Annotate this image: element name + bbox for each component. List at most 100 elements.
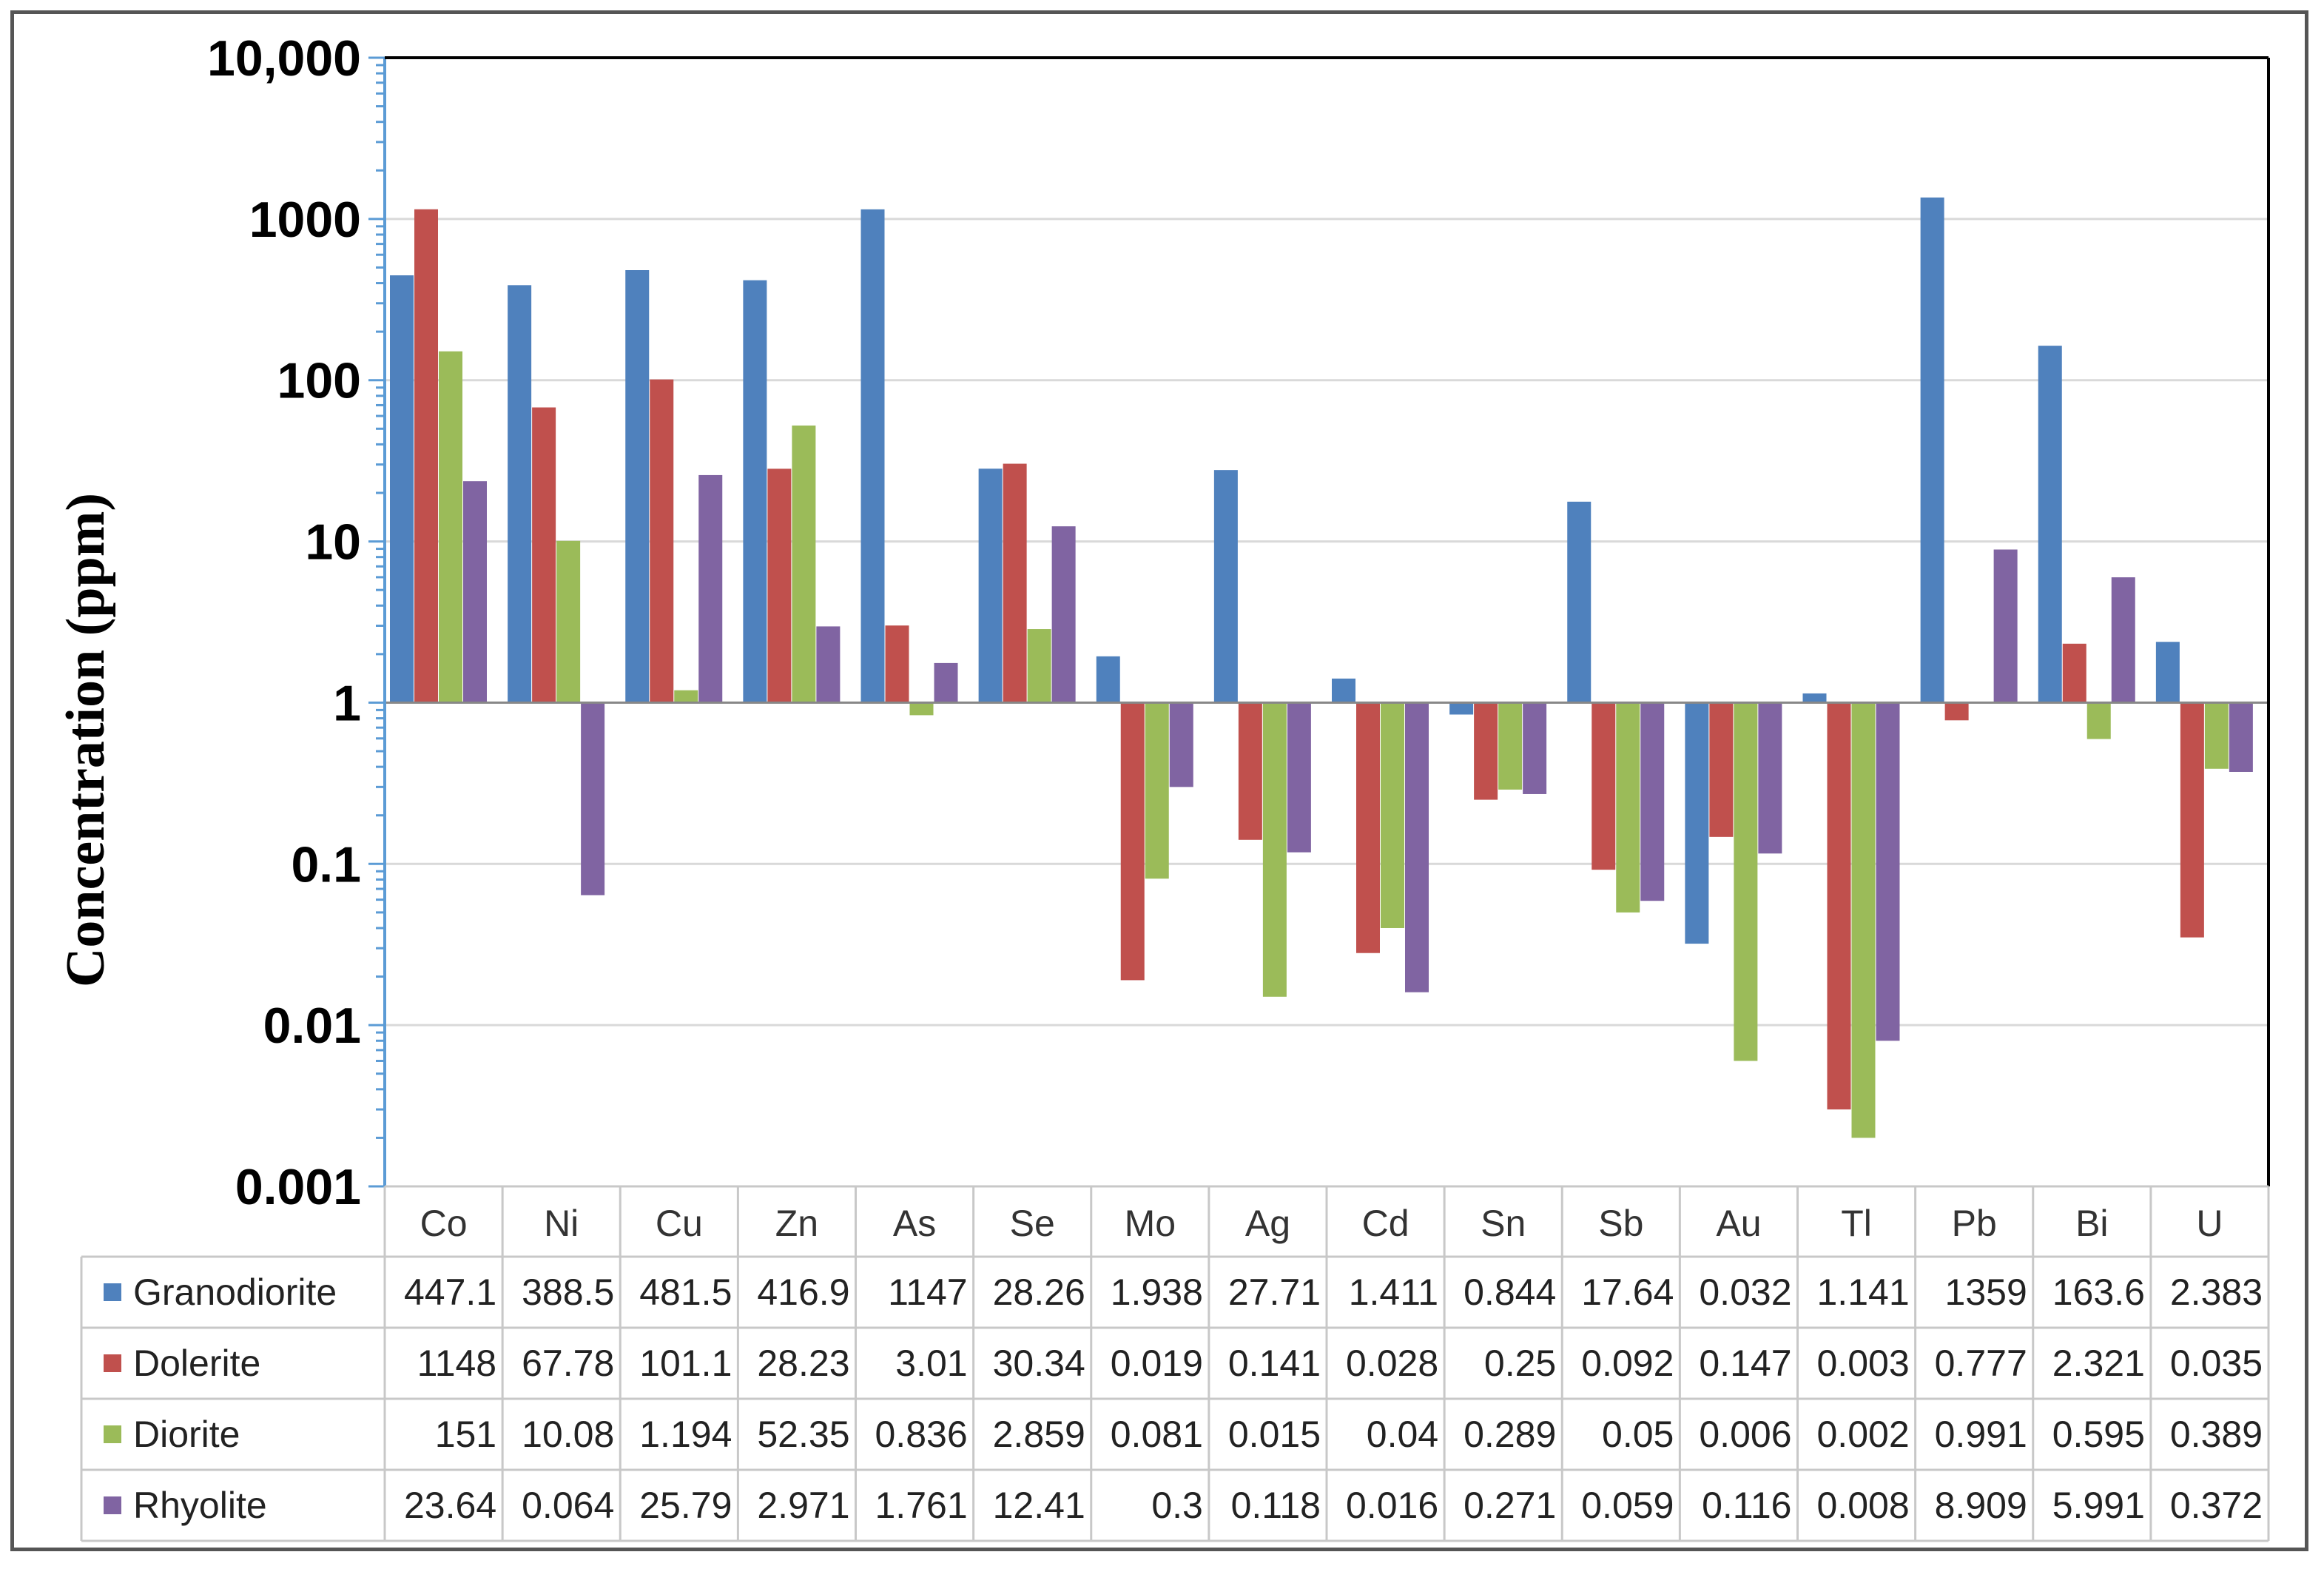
legend-swatch — [104, 1283, 121, 1301]
table-value: 1.761 — [875, 1485, 968, 1526]
bar-dolerite-se — [1003, 463, 1027, 703]
x-category-label: As — [893, 1203, 936, 1244]
bar-granodiorite-pb — [1920, 197, 1944, 703]
bar-rhyolite-bi — [2111, 577, 2135, 703]
table-value: 28.23 — [757, 1343, 849, 1384]
x-category-label: Ag — [1245, 1203, 1290, 1244]
bar-dolerite-u — [2180, 702, 2204, 938]
bar-diorite-sn — [1498, 702, 1523, 790]
bar-dolerite-sn — [1474, 702, 1498, 800]
bar-rhyolite-cu — [698, 474, 723, 703]
table-value: 23.64 — [404, 1485, 496, 1526]
table-value: 1.938 — [1111, 1271, 1203, 1313]
bar-dolerite-ni — [532, 407, 556, 703]
bar-dolerite-mo — [1120, 702, 1145, 981]
table-value: 0.147 — [1699, 1343, 1791, 1384]
bar-rhyolite-co — [463, 481, 487, 703]
x-category-label: Zn — [775, 1203, 818, 1244]
table-value: 0.836 — [875, 1414, 968, 1455]
bar-dolerite-cu — [650, 379, 674, 703]
x-category-label: Ni — [544, 1203, 579, 1244]
table-value: 2.321 — [2052, 1343, 2145, 1384]
bar-dolerite-pb — [1944, 702, 1969, 721]
y-tick-label: 0.1 — [291, 836, 361, 893]
bar-dolerite-bi — [2062, 643, 2086, 703]
bar-granodiorite-co — [390, 275, 414, 703]
table-value: 0.006 — [1699, 1414, 1791, 1455]
bar-dolerite-cd — [1356, 702, 1380, 953]
table-value: 0.016 — [1346, 1485, 1438, 1526]
legend-swatch — [104, 1354, 121, 1372]
bar-rhyolite-se — [1051, 526, 1076, 703]
bar-rhyolite-u — [2229, 702, 2253, 772]
bar-granodiorite-tl — [1802, 693, 1827, 703]
bar-granodiorite-cd — [1332, 678, 1355, 703]
legend-series-name: Granodiorite — [133, 1271, 337, 1313]
table-value: 0.271 — [1464, 1485, 1556, 1526]
y-tick-label: 10 — [305, 514, 361, 571]
table-value: 1.411 — [1349, 1271, 1438, 1313]
table-value: 1147 — [888, 1271, 968, 1313]
bar-diorite-tl — [1851, 702, 1876, 1138]
table-value: 0.003 — [1817, 1343, 1910, 1384]
table-value: 0.777 — [1935, 1343, 2027, 1384]
table-value: 0.028 — [1346, 1343, 1438, 1384]
table-value: 0.595 — [2052, 1414, 2145, 1455]
table-value: 30.34 — [993, 1343, 1085, 1384]
table-value: 0.3 — [1151, 1485, 1203, 1526]
bar-rhyolite-ag — [1287, 702, 1311, 853]
table-value: 1359 — [1945, 1271, 2027, 1313]
bar-granodiorite-se — [978, 468, 1003, 703]
table-value: 27.71 — [1228, 1271, 1321, 1313]
x-category-label: Se — [1010, 1203, 1055, 1244]
bar-rhyolite-ni — [581, 702, 605, 896]
table-value: 2.859 — [993, 1414, 1085, 1455]
y-tick-label: 1000 — [249, 192, 361, 248]
table-value: 0.059 — [1581, 1485, 1674, 1526]
table-value: 0.118 — [1231, 1485, 1321, 1526]
x-category-label: Cu — [656, 1203, 703, 1244]
x-category-label: Pb — [1952, 1203, 1997, 1244]
table-value: 52.35 — [757, 1414, 849, 1455]
bar-diorite-co — [439, 351, 462, 703]
y-tick-label: 0.01 — [263, 998, 361, 1054]
table-value: 25.79 — [639, 1485, 732, 1526]
table-value: 0.389 — [2170, 1414, 2263, 1455]
table-value: 67.78 — [522, 1343, 614, 1384]
bar-diorite-au — [1734, 702, 1758, 1061]
x-category-label: Mo — [1125, 1203, 1176, 1244]
table-value: 163.6 — [2052, 1271, 2145, 1313]
bar-diorite-ni — [556, 540, 581, 703]
bar-rhyolite-as — [934, 662, 958, 703]
table-value: 12.41 — [993, 1485, 1085, 1526]
bar-granodiorite-zn — [743, 280, 767, 703]
table-value: 481.5 — [639, 1271, 732, 1313]
table-value: 0.289 — [1464, 1414, 1556, 1455]
bar-granodiorite-cu — [625, 270, 650, 703]
x-category-label: U — [2196, 1203, 2223, 1244]
bar-diorite-cd — [1381, 702, 1404, 928]
bar-diorite-ag — [1262, 702, 1287, 997]
bar-rhyolite-tl — [1876, 702, 1900, 1041]
table-value: 0.064 — [522, 1485, 614, 1526]
table-value: 0.372 — [2170, 1485, 2263, 1526]
table-value: 0.991 — [1935, 1414, 2027, 1455]
table-value: 0.015 — [1228, 1414, 1321, 1455]
x-category-label: Cd — [1362, 1203, 1409, 1244]
table-value: 0.008 — [1817, 1485, 1910, 1526]
table-value: 0.081 — [1111, 1414, 1203, 1455]
table-value: 101.1 — [639, 1343, 732, 1384]
x-category-label: Sb — [1598, 1203, 1643, 1244]
legend-series-name: Diorite — [133, 1414, 240, 1455]
table-value: 1.194 — [639, 1414, 732, 1455]
y-tick-label: 1 — [333, 675, 361, 731]
bar-diorite-mo — [1145, 702, 1169, 879]
bar-dolerite-zn — [767, 468, 792, 703]
x-category-label: Sn — [1481, 1203, 1526, 1244]
legend-swatch — [104, 1425, 121, 1443]
table-value: 0.092 — [1581, 1343, 1674, 1384]
bar-granodiorite-ag — [1213, 470, 1238, 703]
table-value: 17.64 — [1581, 1271, 1674, 1313]
bar-dolerite-as — [885, 625, 909, 703]
